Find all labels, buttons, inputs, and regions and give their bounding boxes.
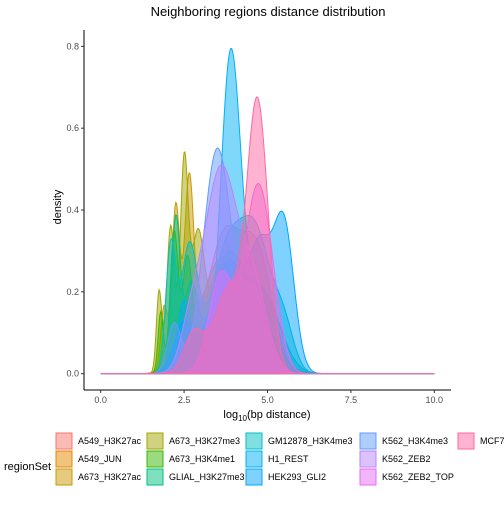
legend-key	[359, 450, 377, 468]
legend: A549_H3K27ac A549_JUN A673_H3K27ac A673_H3K…	[55, 432, 504, 486]
legend-key	[359, 432, 377, 450]
legend-title: regionSet	[4, 461, 51, 473]
legend-item: GM12878_H3K4me3	[245, 432, 353, 450]
legend-key	[55, 432, 73, 450]
legend-item: A673_H3K27me3	[146, 432, 240, 450]
legend-item: A549_JUN	[55, 450, 122, 468]
x-tick-label: 0.0	[94, 395, 107, 405]
y-axis-title: density	[52, 189, 64, 224]
axes: 0.0 2.5 5.0 7.5 10.0 0.0 0.2 0.4 0.6 0.8	[66, 30, 451, 405]
legend-item: A549_H3K27ac	[55, 432, 142, 450]
x-axis-title: log10(bp distance)	[223, 409, 310, 423]
legend-label: A673_H3K4me1	[169, 454, 235, 464]
legend-item: A673_H3K27ac	[55, 468, 142, 486]
legend-item: HEK293_GLI2	[245, 468, 326, 486]
x-axis-title-subscript: 10	[238, 414, 247, 423]
legend-key	[359, 468, 377, 486]
legend-label: HEK293_GLI2	[268, 472, 326, 482]
legend-label: K562_H3K4me3	[382, 436, 448, 446]
x-tick-label: 10.0	[426, 395, 444, 405]
legend-key	[55, 468, 73, 486]
x-tick-label: 5.0	[261, 395, 274, 405]
legend-label: A549_JUN	[78, 454, 122, 464]
legend-label: A673_H3K27ac	[78, 472, 142, 482]
legend-item: H1_REST	[245, 450, 309, 468]
density-area-12	[100, 96, 435, 375]
legend-label: H1_REST	[268, 454, 309, 464]
legend-label: A673_H3K27me3	[169, 436, 240, 446]
legend-key	[245, 432, 263, 450]
legend-label: K562_ZEB2	[382, 454, 431, 464]
y-tick-label: 0.4	[66, 205, 79, 215]
x-axis-title-prefix: log	[223, 409, 238, 421]
density-areas	[100, 48, 435, 375]
legend-label: GLIAL_H3K27me3	[169, 472, 245, 482]
legend-item: A673_H3K4me1	[146, 450, 235, 468]
legend-item: K562_ZEB2	[359, 450, 431, 468]
legend-label: A549_H3K27ac	[78, 436, 142, 446]
legend-item: MCF7	[457, 432, 504, 450]
legend-label: MCF7	[480, 436, 504, 446]
legend-key	[245, 450, 263, 468]
legend-key	[457, 432, 475, 450]
x-axis-title-suffix: (bp distance)	[247, 409, 311, 421]
x-tick-label: 7.5	[345, 395, 358, 405]
y-tick-label: 0.6	[66, 123, 79, 133]
legend-key	[146, 450, 164, 468]
legend-item: K562_H3K4me3	[359, 432, 448, 450]
chart-title: Neighboring regions distance distributio…	[151, 4, 386, 19]
legend-key	[146, 468, 164, 486]
legend-key	[245, 468, 263, 486]
y-tick-label: 0.8	[66, 41, 79, 51]
x-tick-label: 2.5	[178, 395, 191, 405]
legend-item: GLIAL_H3K27me3	[146, 468, 245, 486]
y-tick-label: 0.2	[66, 287, 79, 297]
legend-item: K562_ZEB2_TOP	[359, 468, 454, 486]
legend-key	[55, 450, 73, 468]
legend-key	[146, 432, 164, 450]
legend-label: GM12878_H3K4me3	[268, 436, 353, 446]
y-tick-label: 0.0	[66, 369, 79, 379]
legend-label: K562_ZEB2_TOP	[382, 472, 454, 482]
